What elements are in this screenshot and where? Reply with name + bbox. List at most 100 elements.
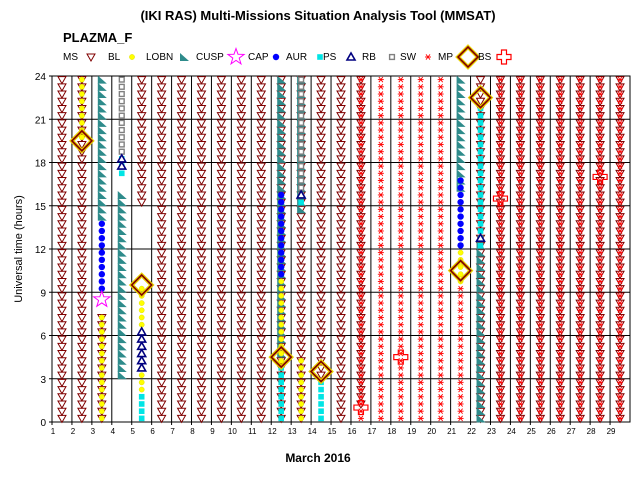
ms-point (176, 335, 187, 345)
ms-point (256, 249, 267, 258)
ms-point (236, 234, 247, 244)
ms-point (216, 263, 227, 273)
sw-point (597, 235, 604, 242)
cap-point (278, 206, 285, 213)
sw-point (597, 206, 604, 213)
sw-point (457, 408, 464, 415)
sw-point (537, 170, 544, 177)
sw-point (537, 228, 544, 234)
sw-point (497, 278, 504, 285)
sw-point (577, 119, 584, 126)
cap-point (278, 256, 285, 264)
ms-point (156, 313, 167, 323)
cap-point (98, 234, 106, 242)
sw-point (417, 156, 424, 162)
ms-point (256, 400, 267, 409)
ms-point (216, 220, 227, 229)
sw-point (597, 415, 604, 422)
ms-point (336, 241, 346, 251)
ms-point (176, 140, 187, 150)
sw-point (357, 141, 364, 148)
ms-point (77, 277, 87, 287)
ms-point (216, 162, 227, 172)
ms-point (136, 148, 147, 157)
sw-point (457, 314, 464, 321)
ms-point (77, 285, 87, 294)
sw-point (617, 300, 624, 306)
sw-point (397, 321, 404, 328)
sw-point (517, 112, 524, 119)
lobn-point (117, 263, 127, 272)
ms-point (316, 198, 326, 208)
ms-point (196, 263, 207, 273)
ms-point (236, 414, 247, 424)
lobn-point (97, 212, 107, 221)
sw-point (617, 170, 624, 177)
sw-point (437, 134, 444, 141)
ms-point (296, 270, 306, 280)
sw-point (417, 321, 424, 328)
sw-point (517, 220, 524, 227)
sw-point (377, 343, 384, 350)
sw-point (557, 401, 564, 407)
ms-point (256, 313, 267, 323)
sw-point (417, 365, 424, 371)
sw-point (537, 271, 544, 278)
lobn-point (117, 270, 127, 279)
sw-point (517, 199, 524, 206)
ms-point (216, 321, 227, 330)
sw-point (377, 83, 384, 90)
bl-point (278, 350, 285, 357)
sw-point (617, 76, 624, 83)
lobn-point (97, 133, 107, 142)
sw-point (417, 401, 424, 407)
ms-point (77, 234, 87, 244)
sw-point (517, 415, 524, 422)
sw-point (377, 314, 384, 321)
lobn-point (476, 313, 486, 322)
lobn-point (277, 75, 287, 84)
sw-point (417, 307, 424, 314)
bl-point (278, 300, 285, 306)
aur-point (318, 393, 324, 400)
sw-point (417, 386, 424, 393)
sw-point (417, 336, 424, 342)
lobn-point (476, 407, 486, 416)
bl-point (98, 357, 105, 364)
ms-point (236, 407, 247, 417)
aur-point (278, 415, 285, 422)
sw-point (377, 206, 384, 213)
ms-point (296, 241, 306, 251)
sw-point (497, 170, 504, 177)
legend-marker-rb (388, 53, 396, 61)
rb-point (298, 105, 305, 112)
ms-point (336, 335, 346, 345)
ms-point (156, 378, 167, 388)
lobn-point (456, 82, 466, 91)
ms-point (316, 155, 326, 164)
ms-point (176, 83, 187, 92)
sw-point (377, 76, 384, 83)
sw-point (357, 365, 364, 371)
sw-point (537, 285, 544, 292)
sw-point (437, 163, 444, 169)
sw-point (577, 408, 584, 415)
x-tick-label: 18 (387, 427, 396, 436)
ms-point (176, 350, 187, 359)
ms-point (196, 112, 207, 121)
x-tick-label: 7 (170, 427, 175, 436)
sw-point (517, 83, 524, 90)
sw-point (457, 285, 464, 292)
sw-point (537, 156, 544, 162)
sw-point (417, 357, 424, 364)
ms-point (236, 313, 247, 323)
ms-point (236, 76, 247, 85)
sw-point (517, 249, 524, 256)
lobn-point (97, 118, 107, 127)
ms-point (57, 292, 67, 301)
ps-point (295, 189, 307, 199)
ms-point (296, 306, 306, 316)
ms-point (256, 112, 267, 121)
ms-point (57, 414, 67, 424)
